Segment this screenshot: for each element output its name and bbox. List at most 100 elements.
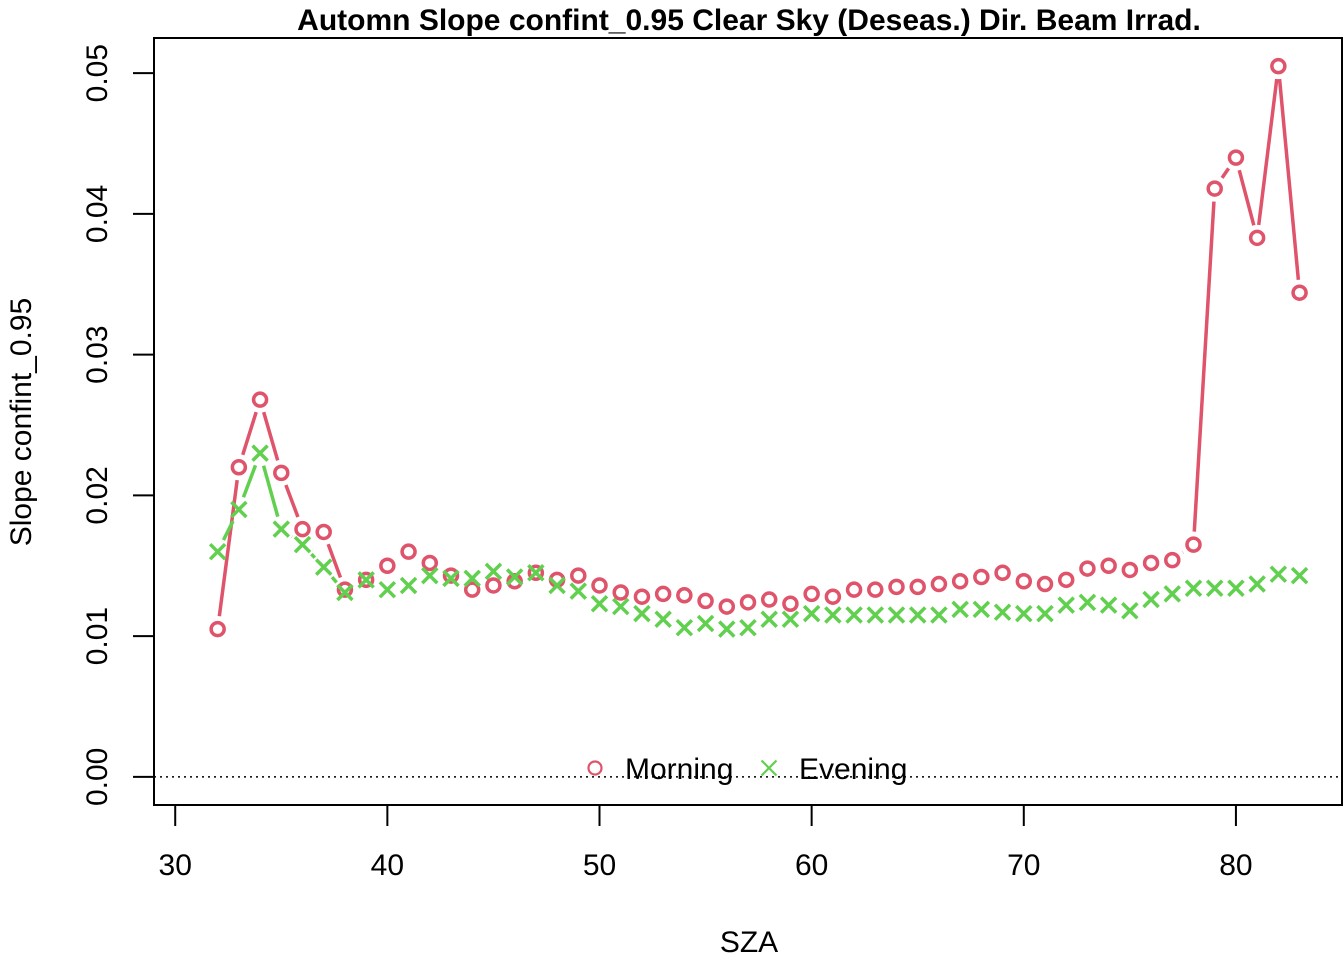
legend-item-evening: Evening: [760, 753, 907, 786]
plot-frame: [153, 37, 1343, 806]
legend-marker: [587, 760, 603, 776]
data-point: [379, 557, 396, 575]
data-point: [1015, 604, 1033, 623]
x-tick-label: 50: [583, 849, 616, 882]
y-tick-label: 0.02: [81, 466, 114, 524]
data-point: [1121, 602, 1139, 620]
legend-label: Morning: [625, 753, 733, 786]
data-point: [1184, 579, 1203, 598]
legend-marker: [760, 759, 778, 777]
data-point: [442, 569, 460, 588]
data-point: [1078, 593, 1097, 612]
x-tick-label: 60: [795, 849, 828, 882]
y-tick-label: 0.01: [81, 607, 114, 665]
data-point: [867, 581, 884, 598]
data-point: [1036, 604, 1054, 623]
series-segment: [1257, 78, 1279, 226]
data-point: [824, 588, 842, 605]
data-point: [527, 564, 545, 582]
data-point: [400, 543, 417, 560]
series-segment: [1237, 169, 1256, 226]
data-point: [676, 587, 693, 604]
data-point: [993, 603, 1012, 621]
data-point: [209, 620, 226, 638]
data-point: [739, 618, 757, 637]
data-point: [251, 391, 269, 408]
data-point: [1205, 579, 1224, 598]
y-axis-label: Slope confint_0.95: [5, 298, 38, 547]
data-point: [866, 606, 885, 624]
data-point: [1248, 229, 1266, 247]
data-point: [293, 535, 312, 554]
data-point: [887, 606, 906, 624]
data-point: [845, 581, 863, 598]
y-tick-label: 0.00: [81, 748, 114, 806]
series-segment: [221, 520, 235, 541]
data-point: [654, 610, 672, 628]
data-point: [696, 614, 715, 633]
data-point: [633, 588, 651, 605]
data-point: [421, 566, 439, 585]
data-point: [697, 592, 714, 610]
data-point: [1121, 561, 1139, 579]
data-point: [251, 444, 269, 462]
data-point: [463, 581, 481, 598]
series-segment: [1277, 78, 1301, 280]
data-point: [1164, 551, 1181, 569]
data-point: [315, 523, 332, 541]
data-point: [484, 562, 503, 581]
data-point: [463, 569, 481, 588]
data-point: [718, 598, 736, 615]
y-tick-label: 0.03: [81, 325, 114, 383]
data-point: [1079, 560, 1096, 577]
data-point: [357, 571, 375, 589]
data-point: [591, 577, 608, 594]
data-point: [782, 595, 799, 613]
data-point: [930, 606, 948, 624]
data-point: [1227, 149, 1245, 166]
data-point: [675, 618, 694, 637]
data-point: [294, 520, 311, 538]
data-point: [1270, 57, 1287, 75]
x-axis-label: SZA: [720, 926, 778, 959]
chart-title: Automn Slope confint_0.95 Clear Sky (Des…: [297, 4, 1201, 37]
data-point: [230, 458, 248, 476]
x-axis: 30 40 50 60 70 80: [159, 804, 1253, 882]
data-point: [654, 585, 672, 603]
data-point: [1291, 284, 1308, 301]
data-point: [824, 606, 842, 624]
data-point: [357, 571, 375, 589]
data-point: [951, 572, 969, 590]
data-point: [802, 604, 821, 623]
data-point: [994, 564, 1011, 582]
data-point: [760, 591, 778, 608]
data-point: [739, 594, 757, 611]
data-point: [845, 606, 863, 624]
data-point: [336, 581, 354, 598]
data-point: [590, 595, 609, 613]
data-point: [527, 564, 545, 582]
data-point: [1057, 571, 1075, 589]
legend-item-morning: Morning: [587, 753, 733, 786]
data-point: [951, 600, 969, 619]
series-evening: [208, 444, 1309, 638]
data-point: [1015, 572, 1033, 590]
data-point: [272, 520, 291, 538]
data-point: [314, 558, 333, 576]
data-point: [973, 568, 990, 586]
series-segment: [330, 576, 338, 584]
data-point: [930, 575, 948, 593]
data-point: [909, 578, 926, 596]
series-segment: [261, 465, 280, 518]
data-point: [1142, 590, 1160, 609]
legend: Morning Evening: [587, 753, 907, 786]
data-point: [1206, 180, 1223, 197]
data-point: [1099, 596, 1118, 614]
data-point: [378, 580, 397, 599]
data-point: [421, 554, 439, 572]
series-morning: [209, 57, 1308, 638]
data-point: [781, 610, 800, 628]
series-segment: [326, 543, 343, 579]
data-point: [548, 576, 566, 595]
